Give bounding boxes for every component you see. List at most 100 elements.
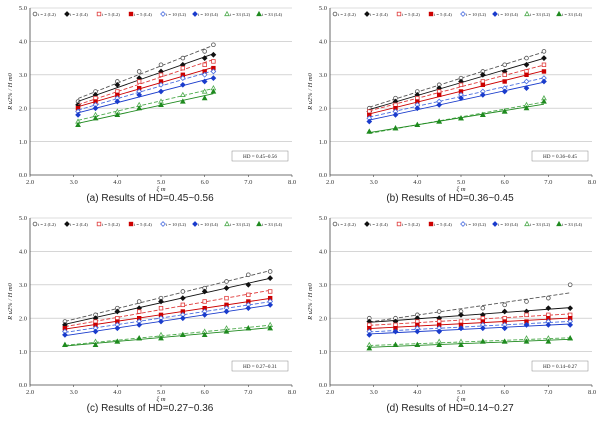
panel-d: 2.0 3.0 4.0 5.0 6.0 7.0 8.00.01.02.03.04.05.0ξ… xyxy=(307,215,596,403)
legend-label: i = 2 (L2) xyxy=(38,12,56,17)
data-point xyxy=(366,118,373,125)
data-point xyxy=(62,341,68,348)
legend-marker xyxy=(460,11,466,17)
data-point xyxy=(92,341,99,348)
x-tick-label: 2.0 xyxy=(326,389,334,396)
y-tick-label: 4.0 xyxy=(19,249,27,256)
annotation-box xyxy=(231,360,289,372)
legend-marker xyxy=(396,11,402,17)
y-axis-label: R u2% / H m0 xyxy=(307,72,314,111)
data-point xyxy=(62,332,68,338)
x-tick-label: 3.0 xyxy=(370,389,378,396)
data-point xyxy=(136,299,142,304)
legend-marker xyxy=(524,220,530,227)
data-point xyxy=(458,311,464,318)
panel-c: 2.0 3.0 4.0 5.0 6.0 7.0 8.00.01.02.03.04.05.0ξ… xyxy=(7,215,296,403)
data-point xyxy=(458,341,464,348)
data-point xyxy=(179,331,186,337)
x-tick-label: 2.0 xyxy=(326,179,334,186)
data-point xyxy=(211,59,216,64)
legend-label: i = 5 (L4) xyxy=(434,12,452,17)
y-tick-label: 3.0 xyxy=(19,72,27,79)
data-point xyxy=(179,91,186,97)
x-tick-label: 7.0 xyxy=(544,179,552,186)
caption-a: (a) Results of HD=0.45~0.56 xyxy=(86,193,214,204)
legend-marker xyxy=(160,221,166,227)
legend-marker xyxy=(428,221,434,227)
data-point xyxy=(436,118,443,124)
legend-marker xyxy=(128,221,134,227)
data-point xyxy=(92,328,99,335)
data-point xyxy=(158,72,164,77)
data-point xyxy=(179,81,186,88)
annotation-label: HD = 0.45~0.56 xyxy=(243,154,277,160)
trend-line-6 xyxy=(64,324,271,346)
y-tick-label: 0.0 xyxy=(19,172,27,179)
legend-label: i = 2 (L4) xyxy=(370,12,388,17)
x-tick-label: 8.0 xyxy=(288,179,296,186)
data-point xyxy=(223,308,230,315)
trend-line-5 xyxy=(369,323,571,335)
y-tick-label: 1.0 xyxy=(319,349,327,356)
data-point xyxy=(158,81,164,88)
data-point xyxy=(480,305,486,311)
y-tick-label: 2.0 xyxy=(19,105,27,112)
x-tick-label: 3.0 xyxy=(70,389,78,396)
data-point xyxy=(501,308,508,315)
data-point xyxy=(179,295,186,302)
trend-line-0 xyxy=(64,270,271,322)
data-point xyxy=(267,325,274,331)
legend-label: i = 5 (L4) xyxy=(134,12,152,17)
legend-marker xyxy=(556,10,562,17)
data-point xyxy=(366,345,373,351)
data-point xyxy=(524,299,529,304)
x-tick-label: 4.0 xyxy=(413,179,421,186)
annotation-label: HD = 0.14~0.27 xyxy=(543,364,577,370)
data-point xyxy=(567,322,574,328)
legend-marker xyxy=(224,220,230,227)
data-point xyxy=(158,318,164,325)
trend-line-1 xyxy=(77,53,214,102)
data-point xyxy=(414,105,421,112)
legend-marker xyxy=(96,221,102,227)
x-tick-label: 5.0 xyxy=(157,179,165,186)
data-point xyxy=(392,341,399,348)
caption-b: (b) Results of HD=0.36~0.45 xyxy=(386,193,514,204)
data-point xyxy=(245,325,252,331)
y-tick-label: 2.0 xyxy=(319,315,327,322)
data-point xyxy=(201,288,208,295)
data-point xyxy=(180,55,186,61)
trend-line-3 xyxy=(369,70,545,115)
panel-b: 2.0 3.0 4.0 5.0 6.0 7.0 8.00.01.02.03.04.05.0ξ… xyxy=(307,5,596,193)
legend-label: i = 33 (L4) xyxy=(262,12,283,17)
trend-line-3 xyxy=(77,66,214,108)
trend-line-2 xyxy=(64,289,271,328)
legend-label: i = 5 (L4) xyxy=(134,222,152,227)
data-point xyxy=(223,328,230,334)
panel-a: 2.0 3.0 4.0 5.0 6.0 7.0 8.00.01.02.03.04.05.0ξ… xyxy=(7,5,296,193)
data-point xyxy=(136,69,142,74)
data-point xyxy=(210,75,217,82)
data-point xyxy=(479,111,486,117)
y-axis-label: R u2% / H m0 xyxy=(7,282,14,321)
data-point xyxy=(211,42,216,48)
trend-line-7 xyxy=(369,103,545,134)
trend-line-7 xyxy=(64,327,271,347)
annotation-label: HD = 0.27~0.31 xyxy=(243,364,277,370)
data-point xyxy=(158,335,164,341)
legend-marker xyxy=(128,11,134,17)
data-point xyxy=(479,338,486,344)
legend-label: i = 10 (L4) xyxy=(498,12,519,17)
legend-label: i = 33 (L4) xyxy=(262,222,283,227)
legend-marker xyxy=(256,10,262,17)
data-point xyxy=(567,305,574,312)
legend-marker xyxy=(556,220,562,227)
data-point xyxy=(180,289,186,294)
legend-label: i = 5 (L2) xyxy=(102,222,120,227)
legend-label: i = 2 (L4) xyxy=(370,222,388,227)
data-point xyxy=(158,305,164,311)
x-axis-label: ξ m xyxy=(456,186,465,193)
trend-line-7 xyxy=(369,338,571,348)
trend-line-6 xyxy=(369,101,545,134)
